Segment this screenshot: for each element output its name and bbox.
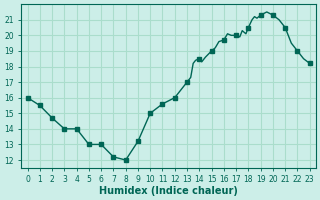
X-axis label: Humidex (Indice chaleur): Humidex (Indice chaleur) — [99, 186, 238, 196]
